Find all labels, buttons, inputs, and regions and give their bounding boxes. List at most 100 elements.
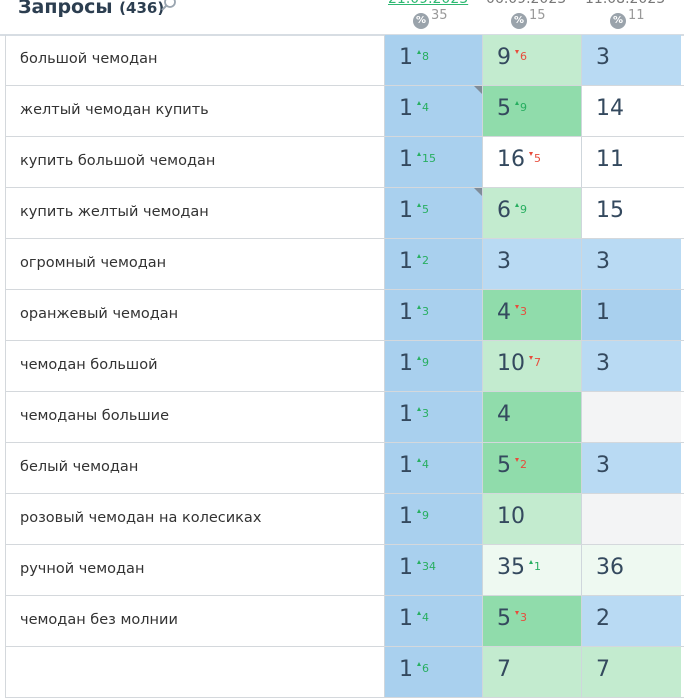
position-value: 16 — [497, 147, 525, 172]
position-cell: 16 5 — [482, 137, 582, 187]
change-arrow — [417, 458, 421, 462]
position-value: 14 — [596, 96, 624, 121]
change: 4 — [413, 458, 429, 471]
percent-icon[interactable]: % — [610, 13, 626, 29]
table-row: купить большой чемодан 1 15 16 5 11 — [5, 137, 684, 188]
change-arrow — [417, 101, 421, 105]
change-value: 8 — [422, 50, 429, 63]
change: 7 — [525, 356, 541, 369]
position-value: 5 — [497, 453, 511, 478]
count: (436) — [119, 0, 165, 17]
position-value: 1 — [399, 657, 413, 682]
change-value: 2 — [520, 458, 527, 471]
position-cell: 35 1 — [482, 545, 582, 595]
position: 16 5 — [497, 147, 541, 172]
query: ручной чемодан — [20, 561, 145, 577]
change-arrow — [417, 50, 421, 54]
position: 2 — [596, 606, 610, 631]
percent-icon[interactable]: % — [511, 13, 527, 29]
table-row: чемодан большой 1 9 10 7 3 — [5, 341, 684, 392]
change-arrow — [417, 356, 421, 360]
column-date[interactable]: 11.08.2023 — [585, 0, 665, 7]
change: 3 — [511, 305, 527, 318]
change: 3 — [413, 407, 429, 420]
change: 4 — [413, 101, 429, 114]
title-text: Запросы — [18, 0, 113, 18]
position-value: 7 — [497, 657, 511, 682]
change-arrow — [417, 152, 421, 156]
change: 9 — [511, 101, 527, 114]
table-row: ручной чемодан 1 34 35 1 36 — [5, 545, 684, 596]
change-arrow — [515, 305, 519, 309]
position: 7 — [596, 657, 610, 682]
position-value: 15 — [596, 198, 624, 223]
change: 1 — [525, 560, 541, 573]
position: 4 — [497, 402, 511, 427]
table-row: оранжевый чемодан 1 3 4 3 1 — [5, 290, 684, 341]
change-arrow — [529, 152, 533, 156]
position-value: 1 — [399, 351, 413, 376]
change-arrow — [417, 611, 421, 615]
position-value: 2 — [596, 606, 610, 631]
query: чемодан большой — [20, 357, 158, 373]
search-icon[interactable] — [160, 0, 178, 12]
position: 3 — [596, 45, 610, 70]
change: 9 — [511, 203, 527, 216]
change: 8 — [413, 50, 429, 63]
position-cell: 15 — [581, 188, 681, 238]
position-value: 1 — [399, 249, 413, 274]
change-value: 34 — [422, 560, 436, 573]
query: чемоданы большие — [20, 408, 169, 424]
change-value: 6 — [422, 662, 429, 675]
position-value: 3 — [596, 249, 610, 274]
position-value: 4 — [497, 402, 511, 427]
position-value: 4 — [497, 300, 511, 325]
corner-flag — [474, 86, 483, 95]
header: Запросы (436) 21.09.2023%3506.09.2023%15… — [0, 0, 684, 36]
query: оранжевый чемодан — [20, 306, 179, 322]
position-value: 9 — [497, 45, 511, 70]
change-arrow — [529, 560, 533, 564]
query: чемодан без молнии — [20, 612, 178, 628]
change: 6 — [511, 50, 527, 63]
change-value: 7 — [534, 356, 541, 369]
position: 3 — [596, 453, 610, 478]
position-value: 1 — [399, 555, 413, 580]
change-value: 3 — [422, 305, 429, 318]
column-date[interactable]: 06.09.2023 — [486, 0, 566, 7]
change-arrow — [417, 203, 421, 207]
change-arrow — [515, 101, 519, 105]
table-row: белый чемодан 1 4 5 2 3 — [5, 443, 684, 494]
percent-icon[interactable]: % — [413, 13, 429, 29]
position-cell — [581, 494, 681, 544]
change: 5 — [525, 152, 541, 165]
change-arrow — [417, 560, 421, 564]
change-arrow — [529, 356, 533, 360]
column-date[interactable]: 21.09.2023 — [388, 0, 468, 7]
position-value: 6 — [497, 198, 511, 223]
position-value: 7 — [596, 657, 610, 682]
position-value: 35 — [497, 555, 525, 580]
change-value: 3 — [422, 407, 429, 420]
table-row: чемоданы большие 1 3 4 — [5, 392, 684, 443]
position-value: 36 — [596, 555, 624, 580]
position-value: 1 — [399, 300, 413, 325]
position-cell: 2 — [581, 596, 681, 646]
